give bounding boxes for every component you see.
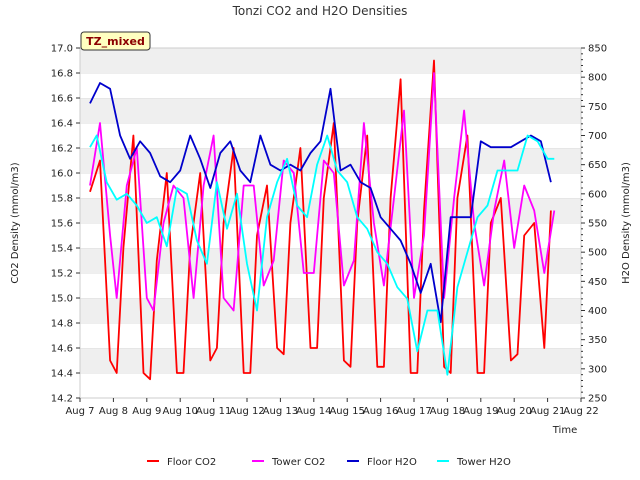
y-left-tick-label: 15.2: [51, 269, 73, 280]
y-left-tick-label: 14.2: [51, 394, 73, 405]
y-right-tick-label: 850: [588, 44, 607, 55]
x-tick-label: Aug 22: [563, 406, 598, 417]
y-right-tick-label: 750: [588, 102, 607, 113]
legend-label-floor-h2o: Floor H2O: [367, 457, 417, 468]
series-line-tower-h2o: [89, 134, 555, 376]
y-left-tick-label: 16.2: [51, 144, 73, 155]
x-tick-label: Aug 9: [132, 406, 161, 417]
y-axis-left-title: CO2 Density (mmol/m3): [10, 162, 21, 283]
grid-bands: [80, 47, 581, 398]
badge-box: [80, 31, 151, 51]
x-tick-label: Aug 12: [229, 406, 264, 417]
x-tick-label: Aug 11: [196, 406, 231, 417]
grid-band: [80, 373, 581, 398]
x-tick-label: Aug 10: [162, 406, 197, 417]
y-left-tick-label: 16.8: [51, 69, 73, 80]
right-axis: 250 300 350 400 450 500 550 600 650 700 750 800 850: [581, 44, 607, 405]
y-left-tick-label: 17.0: [51, 44, 73, 55]
y-right-tick-label: 800: [588, 73, 607, 84]
y-right-tick-label: 700: [588, 131, 607, 142]
y-right-tick-label: 450: [588, 277, 607, 288]
y-right-tick-label: 650: [588, 160, 607, 171]
y-left-tick-label: 16.0: [51, 169, 73, 180]
legend-label-tower-h2o: Tower H2O: [456, 457, 511, 468]
grid-band: [80, 198, 581, 223]
series-line-floor-h2o: [89, 82, 552, 324]
y-left-tick-label: 14.4: [51, 369, 73, 380]
legend-label-floor-co2: Floor CO2: [167, 457, 216, 468]
x-tick-label: Aug 15: [329, 406, 364, 417]
x-axis-title: Time: [552, 425, 577, 436]
legend: Floor CO2 Tower CO2 Floor H2O Tower H2O: [147, 457, 511, 468]
legend-label-tower-co2: Tower CO2: [271, 457, 325, 468]
x-tick-label: Aug 17: [396, 406, 431, 417]
x-tick-label: Aug 21: [530, 406, 565, 417]
left-axis: 14.2 14.4 14.6 14.8 15.0 15.2 15.4 15.6 15.8 16.0…: [51, 44, 80, 405]
y-right-tick-label: 350: [588, 335, 607, 346]
badge-label: TZ_mixed: [86, 35, 145, 48]
x-tick-label: Aug 8: [99, 406, 128, 417]
grid-band: [80, 98, 581, 123]
y-left-tick-label: 16.6: [51, 94, 73, 105]
x-tick-label: Aug 13: [263, 406, 298, 417]
y-left-tick-label: 15.8: [51, 194, 73, 205]
y-right-tick-label: 500: [588, 248, 607, 259]
y-axis-right-title: H2O Density (mmol/m3): [621, 162, 632, 284]
grid-band: [80, 348, 581, 373]
grid-band: [80, 223, 581, 248]
x-tick-label: Aug 20: [496, 406, 531, 417]
y-left-tick-label: 15.6: [51, 219, 73, 230]
x-tick-label: Aug 14: [296, 406, 331, 417]
y-left-tick-label: 14.8: [51, 319, 73, 330]
y-right-tick-label: 600: [588, 189, 607, 200]
x-tick-label: Aug 7: [65, 406, 94, 417]
y-right-tick-label: 550: [588, 219, 607, 230]
series-line-tower-co2: [89, 72, 556, 312]
y-left-tick-label: 15.0: [51, 294, 73, 305]
y-right-tick-label: 250: [588, 394, 607, 405]
grid-band: [80, 48, 581, 73]
y-right-tick-label: 400: [588, 306, 607, 317]
grid-band: [80, 273, 581, 298]
y-left-tick-label: 14.6: [51, 344, 73, 355]
y-left-tick-label: 16.4: [51, 119, 73, 130]
x-tick-label: Aug 19: [463, 406, 498, 417]
dataset-badge: TZ_mixed: [80, 31, 151, 51]
grid-band: [80, 323, 581, 348]
chart-title: Tonzi CO2 and H2O Densities: [232, 4, 408, 18]
series-layer: [89, 59, 556, 381]
grid-band: [80, 248, 581, 273]
y-right-tick-label: 300: [588, 364, 607, 375]
x-tick-label: Aug 18: [430, 406, 465, 417]
grid-band: [80, 298, 581, 323]
y-left-tick-label: 15.4: [51, 244, 73, 255]
x-tick-label: Aug 16: [363, 406, 398, 417]
